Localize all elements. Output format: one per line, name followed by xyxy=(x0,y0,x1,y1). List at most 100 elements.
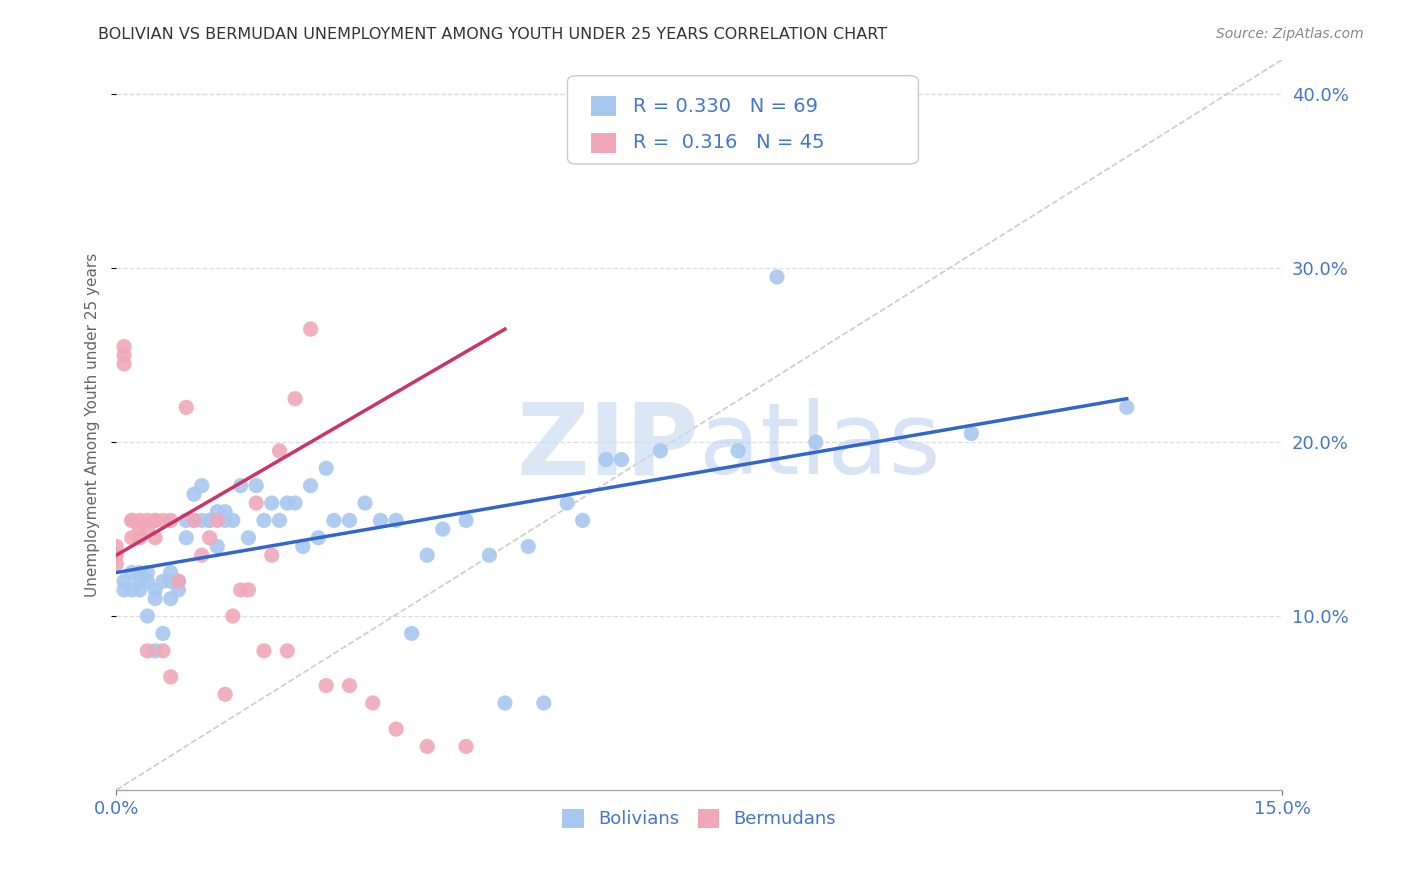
Point xyxy=(688,122,710,136)
Point xyxy=(339,679,361,693)
Point xyxy=(299,478,322,492)
Point xyxy=(121,582,143,597)
Point xyxy=(284,496,307,510)
Point xyxy=(167,582,190,597)
Point xyxy=(291,540,314,554)
Point xyxy=(322,513,344,527)
Point xyxy=(128,513,150,527)
Point xyxy=(112,339,135,353)
Point xyxy=(478,548,501,562)
Text: Source: ZipAtlas.com: Source: ZipAtlas.com xyxy=(1216,27,1364,41)
Point xyxy=(207,540,229,554)
Y-axis label: Unemployment Among Youth under 25 years: Unemployment Among Youth under 25 years xyxy=(86,252,100,597)
Point xyxy=(610,452,633,467)
Point xyxy=(214,513,236,527)
Point xyxy=(385,722,408,736)
Point xyxy=(191,478,214,492)
Point xyxy=(136,566,159,580)
Point xyxy=(370,513,392,527)
Point xyxy=(152,626,174,640)
Point xyxy=(191,548,214,562)
Point xyxy=(112,357,135,371)
Point xyxy=(432,522,454,536)
Point xyxy=(159,566,181,580)
Point xyxy=(159,670,181,684)
Point xyxy=(167,574,190,589)
Point xyxy=(105,548,128,562)
Point xyxy=(167,574,190,589)
Point xyxy=(105,557,128,571)
Point xyxy=(555,496,578,510)
Point xyxy=(152,644,174,658)
Point xyxy=(183,487,205,501)
Point xyxy=(517,540,540,554)
Point xyxy=(174,531,197,545)
Point xyxy=(136,644,159,658)
Point xyxy=(159,574,181,589)
Point xyxy=(229,478,252,492)
Point xyxy=(128,582,150,597)
Point xyxy=(238,582,260,597)
Point xyxy=(183,513,205,527)
Point xyxy=(1115,401,1137,415)
Point xyxy=(416,548,439,562)
Point xyxy=(174,401,197,415)
Point xyxy=(128,566,150,580)
Text: BOLIVIAN VS BERMUDAN UNEMPLOYMENT AMONG YOUTH UNDER 25 YEARS CORRELATION CHART: BOLIVIAN VS BERMUDAN UNEMPLOYMENT AMONG … xyxy=(98,27,887,42)
Point xyxy=(260,548,283,562)
Point xyxy=(174,513,197,527)
Point xyxy=(494,696,516,710)
Point xyxy=(159,591,181,606)
Text: ZIP: ZIP xyxy=(516,398,699,495)
Point xyxy=(222,609,245,624)
Point xyxy=(269,443,291,458)
Point xyxy=(214,505,236,519)
Point xyxy=(128,522,150,536)
FancyBboxPatch shape xyxy=(568,76,918,164)
Point xyxy=(595,452,617,467)
Point xyxy=(269,513,291,527)
Point xyxy=(222,513,245,527)
Point xyxy=(299,322,322,336)
Point xyxy=(207,513,229,527)
Point xyxy=(339,513,361,527)
Point xyxy=(766,269,789,284)
Point xyxy=(354,496,377,510)
Point xyxy=(253,513,276,527)
Point xyxy=(183,513,205,527)
Point xyxy=(198,513,221,527)
Point xyxy=(143,582,166,597)
Point xyxy=(238,531,260,545)
Point xyxy=(727,443,749,458)
Point xyxy=(207,505,229,519)
Point xyxy=(650,443,672,458)
Point xyxy=(159,513,181,527)
Point xyxy=(214,687,236,701)
Point xyxy=(307,531,329,545)
Point xyxy=(276,644,298,658)
Point xyxy=(361,696,384,710)
Point xyxy=(315,679,337,693)
Text: R =  0.316   N = 45: R = 0.316 N = 45 xyxy=(633,134,824,153)
Point xyxy=(454,513,477,527)
Point xyxy=(143,513,166,527)
Point xyxy=(253,644,276,658)
Point xyxy=(804,435,827,450)
Point xyxy=(191,513,214,527)
Point xyxy=(260,496,283,510)
Point xyxy=(152,574,174,589)
Point xyxy=(136,513,159,527)
Point xyxy=(245,496,267,510)
Point xyxy=(121,531,143,545)
FancyBboxPatch shape xyxy=(591,133,616,153)
Text: R = 0.330   N = 69: R = 0.330 N = 69 xyxy=(633,96,818,116)
Point xyxy=(112,348,135,362)
Point xyxy=(198,531,221,545)
Point xyxy=(128,574,150,589)
Point xyxy=(143,591,166,606)
Point xyxy=(284,392,307,406)
Point xyxy=(401,626,423,640)
Point xyxy=(960,426,983,441)
Point xyxy=(276,496,298,510)
Point xyxy=(198,513,221,527)
